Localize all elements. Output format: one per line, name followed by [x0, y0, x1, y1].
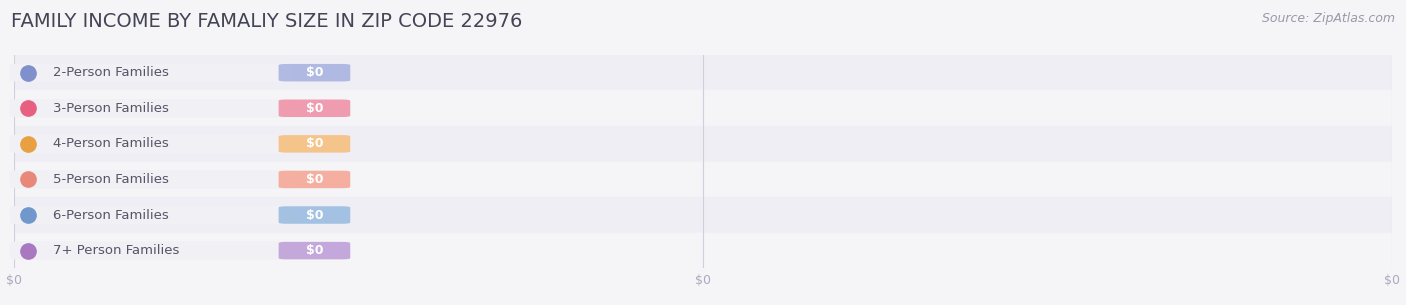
- Text: 3-Person Families: 3-Person Families: [52, 102, 169, 115]
- FancyBboxPatch shape: [278, 64, 350, 81]
- FancyBboxPatch shape: [278, 171, 350, 188]
- FancyBboxPatch shape: [10, 135, 294, 153]
- Bar: [14, 91, 1392, 126]
- Text: 5-Person Families: 5-Person Families: [52, 173, 169, 186]
- Text: $0: $0: [305, 66, 323, 79]
- FancyBboxPatch shape: [10, 170, 294, 188]
- Text: 6-Person Families: 6-Person Families: [52, 209, 169, 221]
- Bar: [14, 197, 1392, 233]
- Bar: [14, 126, 1392, 162]
- FancyBboxPatch shape: [10, 99, 294, 117]
- FancyBboxPatch shape: [278, 135, 350, 152]
- Bar: [14, 162, 1392, 197]
- Text: 2-Person Families: 2-Person Families: [52, 66, 169, 79]
- Bar: [14, 233, 1392, 268]
- Text: 7+ Person Families: 7+ Person Families: [52, 244, 179, 257]
- FancyBboxPatch shape: [10, 242, 294, 260]
- Text: 4-Person Families: 4-Person Families: [52, 137, 169, 150]
- Text: $0: $0: [305, 209, 323, 221]
- FancyBboxPatch shape: [10, 63, 294, 82]
- FancyBboxPatch shape: [278, 99, 350, 117]
- Text: $0: $0: [305, 102, 323, 115]
- Text: Source: ZipAtlas.com: Source: ZipAtlas.com: [1261, 12, 1395, 25]
- FancyBboxPatch shape: [10, 206, 294, 224]
- Text: $0: $0: [305, 173, 323, 186]
- Bar: [14, 55, 1392, 91]
- FancyBboxPatch shape: [278, 206, 350, 224]
- FancyBboxPatch shape: [278, 242, 350, 259]
- Text: FAMILY INCOME BY FAMALIY SIZE IN ZIP CODE 22976: FAMILY INCOME BY FAMALIY SIZE IN ZIP COD…: [11, 12, 523, 31]
- Text: $0: $0: [305, 244, 323, 257]
- Text: $0: $0: [305, 137, 323, 150]
